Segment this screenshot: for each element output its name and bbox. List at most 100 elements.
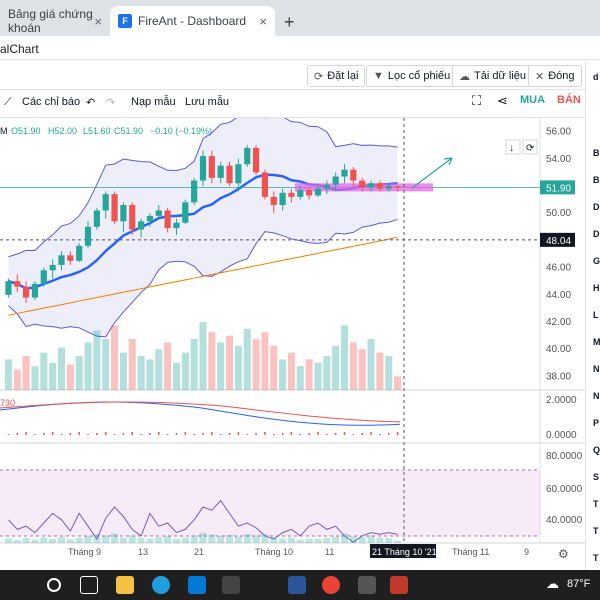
filter-icon: ▼ (373, 70, 384, 82)
task-view-icon[interactable] (80, 576, 98, 594)
time-axis-label: 11 (325, 547, 334, 557)
volume-bar (394, 376, 402, 390)
candle-body (182, 202, 189, 223)
symbol-item[interactable]: B (593, 175, 600, 185)
download-data-button[interactable]: ☁ Tải dữ liệu (452, 65, 533, 87)
close-button[interactable]: ✕ Đóng (528, 65, 582, 87)
mail-icon[interactable] (188, 576, 206, 594)
rsi-volume-bar (31, 539, 39, 543)
chrome-icon[interactable] (322, 576, 340, 594)
close-icon[interactable]: × (259, 13, 267, 29)
filter-stocks-button[interactable]: ▼ Lọc cổ phiếu (366, 65, 458, 87)
price-axis-label: 38.00 (546, 371, 571, 382)
fullscreen-icon[interactable]: ⛶ (472, 93, 482, 108)
volume-bar (314, 362, 322, 390)
bollinger-upper-line (8, 118, 398, 258)
candle-body (111, 194, 118, 222)
symbol-item[interactable]: N (593, 391, 600, 401)
symbol-item[interactable]: Q (593, 445, 600, 455)
symbol-item[interactable]: T (593, 499, 599, 509)
save-template-button[interactable]: Lưu mẫu (185, 96, 230, 108)
tab-fireant[interactable]: F FireAnt - Dashboard × (110, 6, 275, 36)
trend-arrow (411, 157, 453, 189)
time-axis-label: Tháng 9 (68, 547, 101, 557)
load-template-button[interactable]: Nạp mẫu (131, 96, 176, 108)
app-icon[interactable] (358, 576, 376, 594)
symbol-item[interactable]: D (593, 202, 600, 212)
rsi-volume-bar (287, 537, 295, 543)
symbol-item[interactable]: T (593, 553, 599, 563)
rsi-axis-label: 40.0000 (546, 515, 583, 526)
symbol-item[interactable]: D (593, 229, 600, 239)
candle-body (359, 180, 366, 188)
volume-bar (340, 325, 349, 390)
price-axis-label: 40.00 (546, 344, 571, 355)
ref-price-tag (540, 232, 575, 247)
ohlc-low: L51.60 (83, 126, 111, 136)
sell-button[interactable]: BÁN (557, 94, 581, 106)
trading-app-icon[interactable] (390, 576, 408, 594)
symbol-item[interactable]: T (593, 526, 599, 536)
rsi-volume-bar (22, 538, 30, 543)
volume-bar (234, 345, 242, 390)
candle-body (155, 210, 162, 216)
price-axis-label: 46.00 (546, 263, 571, 274)
candle-body (306, 190, 313, 196)
reset-icon: ⟳ (314, 70, 324, 83)
windows-taskbar: ☁ 87°F (0, 570, 600, 600)
symbol-item[interactable]: S (593, 472, 600, 482)
volume-bar (137, 356, 145, 390)
indicators-icon[interactable]: ⟋ (4, 96, 12, 108)
undo-icon[interactable]: ↶ (86, 97, 96, 109)
buy-button[interactable]: MUA (520, 94, 546, 106)
scroll-down-button[interactable] (505, 139, 521, 155)
price-axis-label: 54.00 (546, 154, 571, 165)
symbol-item[interactable]: N (593, 364, 600, 374)
word-icon[interactable] (288, 576, 306, 594)
rsi-volume-bar (323, 538, 331, 543)
volume-bar (128, 339, 136, 390)
price-chart[interactable]: M O51.90 H52.00 L51.60 C51.90 −0.10 (−0.19%) 5… (0, 118, 585, 570)
rsi-axis-label: 80.0000 (546, 451, 583, 462)
search-icon[interactable] (47, 578, 61, 592)
tab-bang-gia[interactable]: Bảng giá chứng khoán × (0, 6, 110, 36)
page-address-strip: alChart (0, 36, 600, 60)
volume-bar (296, 366, 304, 390)
edge-icon[interactable] (152, 576, 170, 594)
rsi-volume-bar (252, 535, 260, 543)
symbol-item[interactable]: H (593, 283, 600, 293)
rsi-volume-bar (296, 539, 304, 543)
store-icon[interactable] (222, 576, 240, 594)
candle-body (14, 281, 21, 287)
symbol-item[interactable]: B (593, 148, 600, 158)
rsi-volume-bar (234, 536, 242, 543)
time-axis-label: 21 (194, 547, 204, 557)
symbol-item[interactable]: G (593, 256, 600, 266)
redo-icon[interactable]: ↷ (106, 97, 116, 109)
refresh-button[interactable] (522, 139, 538, 155)
file-explorer-icon[interactable] (116, 576, 134, 594)
rsi-volume-bar (376, 537, 384, 543)
volume-bar (376, 352, 384, 390)
candle-body (199, 156, 207, 181)
rsi-volume-bar (367, 535, 375, 543)
settings-gear-icon: ⚙ (558, 547, 569, 561)
new-tab-button[interactable]: + (284, 12, 295, 32)
rsi-line (8, 499, 398, 543)
rsi-volume-bar (279, 538, 287, 543)
reset-label: Đặt lại (327, 70, 359, 82)
symbol-item[interactable]: M (593, 337, 600, 347)
candle-body (217, 165, 224, 178)
indicators-button[interactable]: Các chỉ báo (22, 96, 81, 108)
share-icon[interactable]: ⋖ (497, 93, 508, 108)
close-icon[interactable]: × (94, 13, 102, 29)
volume-bar (305, 359, 313, 390)
reset-button[interactable]: ⟳ Đặt lại (307, 65, 366, 87)
symbol-item[interactable]: L (593, 310, 599, 320)
symbol-item[interactable]: P (593, 418, 600, 428)
macd-axis-label: 0.0000 (546, 430, 577, 441)
volume-bar (190, 339, 198, 390)
long-moving-average-line (8, 236, 398, 316)
rsi-volume-bar (102, 535, 110, 543)
bollinger-band-fill (8, 118, 398, 337)
